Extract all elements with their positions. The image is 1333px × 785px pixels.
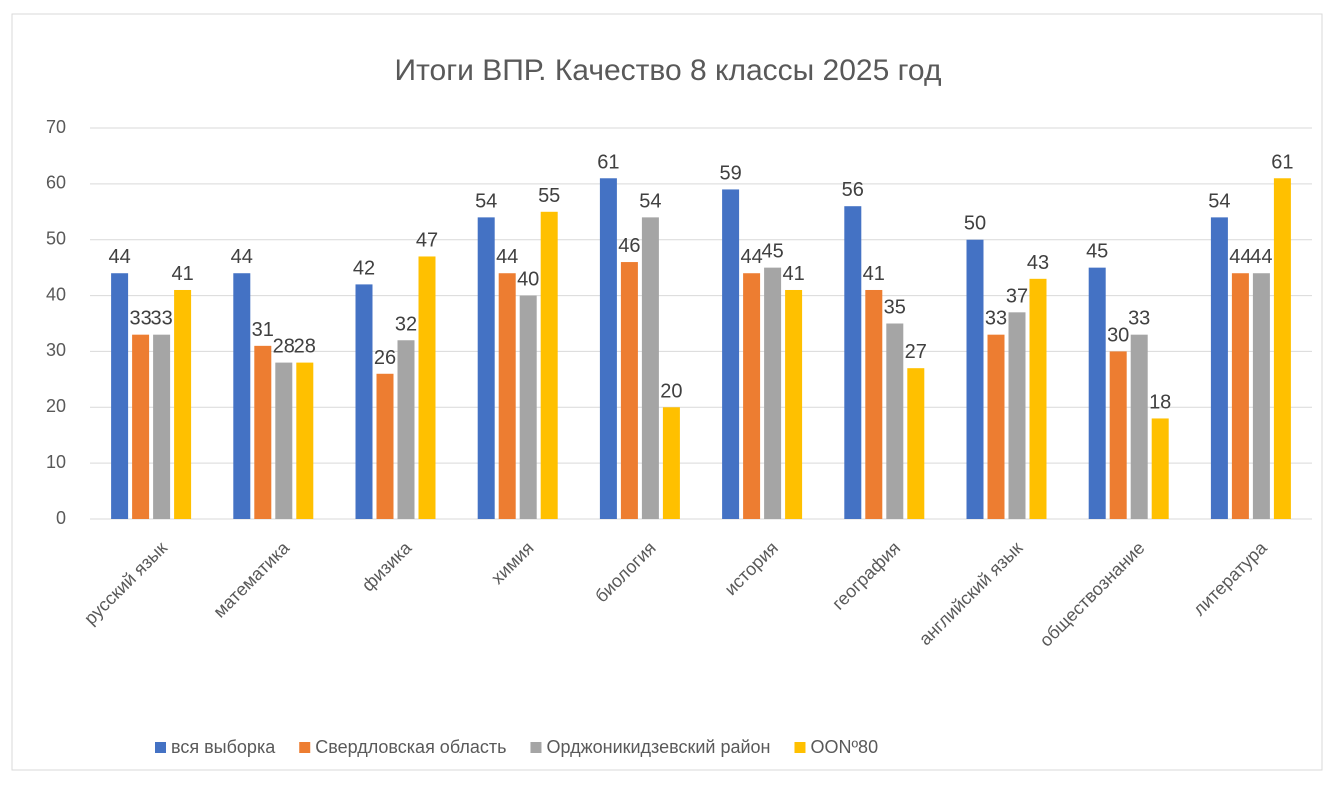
data-label: 33 [1128,308,1150,330]
y-tick-label: 20 [46,396,66,416]
bar [153,334,171,519]
bar [1029,278,1047,519]
data-label: 20 [660,380,682,402]
data-label: 40 [517,269,539,291]
y-tick-label: 0 [56,508,66,528]
data-label: 33 [129,308,151,330]
bar [743,273,761,519]
data-label: 43 [1027,252,1049,274]
data-label: 44 [496,246,518,268]
data-label: 61 [1271,151,1293,173]
data-label: 44 [1250,246,1272,268]
bar [1088,267,1106,519]
data-label: 41 [171,263,193,285]
legend-swatch [299,742,311,753]
bar [233,273,251,519]
bar [296,362,314,519]
data-label: 28 [273,336,295,358]
y-tick-label: 50 [46,228,66,248]
bar [376,373,394,519]
data-label: 33 [150,308,172,330]
data-label: 45 [761,241,783,263]
data-label: 54 [1208,190,1230,212]
y-tick-label: 10 [46,452,66,472]
bar [397,340,415,519]
data-label: 44 [108,246,130,268]
data-label: 54 [475,190,497,212]
data-label: 44 [1229,246,1251,268]
bar [599,178,617,519]
y-tick-label: 70 [46,117,66,137]
data-label: 41 [782,263,804,285]
data-label: 55 [538,185,560,207]
bar [132,334,150,519]
bar [987,334,1005,519]
bar [1130,334,1148,519]
bar [519,295,537,519]
bar [355,284,373,519]
bar [111,273,129,519]
y-tick-label: 30 [46,340,66,360]
bar [662,407,680,519]
legend-label: ООNº80 [810,737,878,757]
data-label: 46 [618,235,640,257]
bar [886,323,904,519]
y-tick-label: 40 [46,284,66,304]
bar [844,206,862,519]
legend-label: Свердловская область [315,737,506,757]
bar [1109,351,1127,519]
data-label: 42 [353,257,375,279]
bar [764,267,782,519]
bar [477,217,495,519]
legend-swatch [530,742,542,753]
bar [1273,178,1291,519]
bar [785,289,803,519]
bar [966,239,984,519]
bar [540,211,558,520]
legend-swatch [155,742,166,753]
data-label: 33 [985,308,1007,330]
data-label: 37 [1006,285,1028,307]
bar [620,262,638,519]
data-label: 44 [231,246,253,268]
bar [1231,273,1249,519]
bar [1210,217,1228,519]
bar [418,256,436,519]
legend-label: Орджоникидзевский район [546,737,770,757]
bar [174,289,192,519]
y-tick-label: 60 [46,173,66,193]
bar [498,273,516,519]
bar [1252,273,1270,519]
chart-title: Итоги ВПР. Качество 8 классы 2025 год [395,54,942,87]
bar [641,217,659,519]
data-label: 45 [1086,241,1108,263]
bar [275,362,293,519]
data-label: 28 [294,336,316,358]
bar [1008,312,1026,519]
data-label: 54 [639,190,661,212]
data-label: 56 [842,179,864,201]
data-label: 27 [905,341,927,363]
data-label: 30 [1107,324,1129,346]
data-label: 32 [395,313,417,335]
data-label: 41 [863,263,885,285]
data-label: 26 [374,347,396,369]
bar [1151,418,1169,519]
data-label: 44 [740,246,762,268]
data-label: 47 [416,229,438,251]
data-label: 31 [252,319,274,341]
data-label: 59 [719,162,741,184]
bar [865,289,883,519]
data-label: 61 [597,151,619,173]
data-label: 35 [884,297,906,319]
data-label: 18 [1149,391,1171,413]
bar [907,368,925,519]
legend-swatch [794,742,806,753]
bar [254,345,272,519]
data-label: 50 [964,213,986,235]
bar [722,189,740,519]
legend-label: вся выборка [171,737,276,757]
